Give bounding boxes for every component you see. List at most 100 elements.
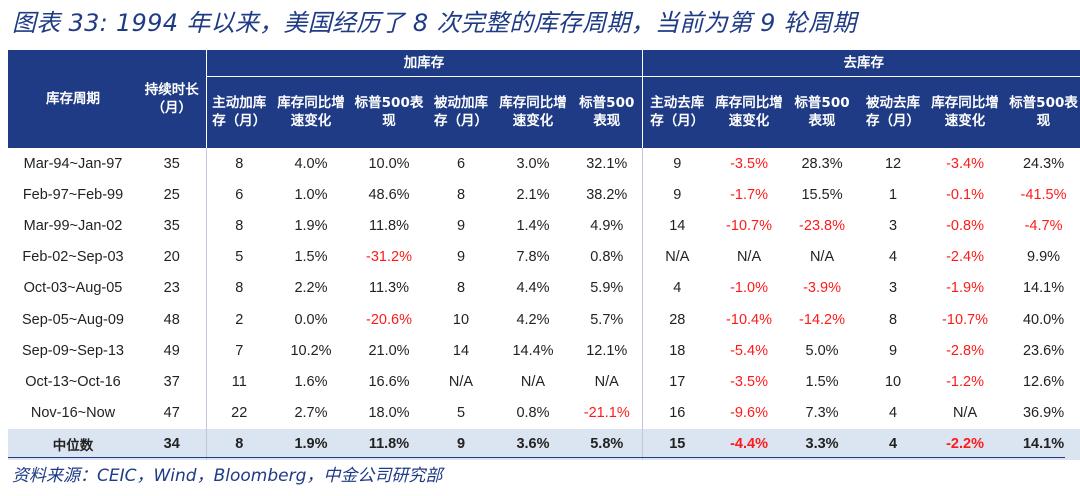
header-passive-remove: 被动去库存（月）: [858, 76, 929, 148]
table-cell: 6: [205, 179, 272, 211]
table-cell: 4.0%: [294, 155, 328, 172]
table-cell: 1.4%: [516, 217, 550, 234]
table-row: Oct-03~Aug-05 23 8 2.2% 11.3% 8 4.4% 5.9% 4 -1.0%…: [8, 272, 1080, 304]
table-cell: 8: [456, 280, 466, 297]
table-cell: 7.8%: [516, 249, 550, 266]
table-cell: 20: [163, 249, 180, 266]
table-cell: 5.7%: [590, 311, 624, 328]
table-cell: -41.5%: [1020, 186, 1067, 203]
table-cell: 32.1%: [586, 155, 628, 172]
inventory-cycle-table: 库存周期 持续时长（月） 加库存 去库存 主动加库存（月） 库存同比增速变化 标…: [8, 50, 1080, 460]
table-cell: 25: [163, 186, 180, 203]
table-cell: 0.0%: [294, 311, 328, 328]
table-cell: -4.7%: [1024, 217, 1063, 234]
table-cell: 9: [641, 179, 713, 211]
table-cell: 40.0%: [1022, 311, 1065, 328]
cycle-period-cell: Feb-97~Feb-99: [22, 186, 124, 203]
table-cell: 1.5%: [294, 249, 328, 266]
table-cell: 3.6%: [494, 428, 572, 460]
table-cell: -23.8%: [799, 217, 845, 234]
table-cell: 10.0%: [368, 155, 410, 172]
table-cell: 28: [641, 303, 713, 336]
table-cell: 9: [428, 428, 494, 460]
table-cell: -31.2%: [366, 249, 412, 266]
table-cell: 12.1%: [586, 342, 628, 359]
header-yoy-change: 库存同比增速变化: [712, 76, 787, 148]
table-cell: 8: [205, 272, 272, 304]
table-row: Nov-16~Now 47 22 2.7% 18.0% 5 0.8% -21.1% 16 -9.6…: [8, 397, 1080, 429]
table-cell: 35: [163, 217, 180, 234]
figure-title: 图表 33: 1994 年以来，美国经历了 8 次完整的库存周期，当前为第 9 …: [12, 9, 857, 37]
table-row: Mar-94~Jan-97 35 8 4.0% 10.0% 6 3.0% 32.1% 9 -3.5…: [8, 148, 1080, 180]
cycle-period-cell: Feb-02~Sep-03: [22, 249, 124, 266]
median-row: 中位数 34 8 1.9% 11.8% 9 3.6% 5.8% 15 -4.4% 3.3% 4 -2.2…: [8, 428, 1080, 460]
table-cell: 4.2%: [516, 311, 550, 328]
table-cell: -20.6%: [366, 311, 412, 328]
table-row: Feb-97~Feb-99 25 6 1.0% 48.6% 8 2.1% 38.2% 9 -1.7…: [8, 179, 1080, 211]
table-cell: -21.1%: [583, 405, 630, 422]
table-cell: 0.8%: [516, 405, 550, 422]
cycle-period-cell: Sep-09~Sep-13: [22, 342, 124, 359]
cycle-period-cell: Oct-13~Oct-16: [25, 373, 121, 390]
table-cell: 16: [641, 397, 713, 429]
table-cell: 36.9%: [1022, 405, 1065, 422]
header-yoy-change: 库存同比增速变化: [494, 76, 572, 148]
table-cell: -4.4%: [712, 428, 787, 460]
table-cell: 14.4%: [512, 342, 554, 359]
table-cell: 11.8%: [350, 428, 428, 460]
table-cell: 8: [205, 428, 272, 460]
table-cell: 14.1%: [1002, 428, 1080, 460]
table-cell: 48.6%: [368, 186, 410, 203]
table-cell: 1.6%: [294, 373, 328, 390]
table-cell: 0.8%: [590, 249, 624, 266]
table-cell: 8: [205, 210, 272, 242]
table-cell: 10: [452, 311, 470, 328]
header-group-remove: 去库存: [641, 50, 1080, 77]
table-cell: -14.2%: [799, 311, 845, 328]
table-row: Feb-02~Sep-03 20 5 1.5% -31.2% 9 7.8% 0.8% N/A N/…: [8, 241, 1080, 273]
table-cell: 34: [138, 428, 206, 460]
table-cell: 49: [163, 342, 180, 359]
table-cell: -1.9%: [946, 280, 984, 297]
header-sp500: 标普500表现: [1002, 76, 1080, 148]
inventory-cycle-table-wrap: 库存周期 持续时长（月） 加库存 去库存 主动加库存（月） 库存同比增速变化 标…: [8, 50, 1080, 460]
header-yoy-change: 库存同比增速变化: [928, 76, 1003, 148]
table-cell: 4.9%: [590, 217, 624, 234]
table-cell: 4.4%: [516, 280, 550, 297]
table-cell: 11.8%: [368, 217, 410, 234]
table-cell: 2.7%: [294, 405, 328, 422]
table-cell: 4: [888, 405, 898, 422]
table-cell: 5: [205, 241, 272, 273]
header-active-add: 主动加库存（月）: [205, 76, 272, 148]
table-cell: 4: [641, 272, 713, 304]
table-cell: -2.8%: [946, 342, 984, 359]
table-cell: 14.1%: [1022, 280, 1065, 297]
header-cycle: 库存周期: [8, 50, 138, 148]
header-group-add: 加库存: [205, 50, 643, 77]
header-duration: 持续时长（月）: [138, 50, 206, 148]
table-body: Mar-94~Jan-97 35 8 4.0% 10.0% 6 3.0% 32.1% 9 -3.5…: [8, 148, 1080, 460]
table-cell: 22: [205, 397, 272, 429]
table-cell: 18: [641, 335, 713, 367]
table-cell: 12: [884, 155, 902, 172]
table-cell: 1.5%: [805, 373, 839, 390]
table-cell: -3.9%: [803, 280, 841, 297]
table-cell: 5.8%: [572, 428, 643, 460]
table-cell: 24.3%: [1022, 155, 1065, 172]
table-cell: 8: [888, 311, 898, 328]
table-cell: -0.8%: [946, 217, 984, 234]
table-cell: 2.1%: [516, 186, 550, 203]
table-row: Oct-13~Oct-16 37 11 1.6% 16.6% N/A N/A N/A 17 -3.…: [8, 366, 1080, 398]
table-cell: 28.3%: [801, 155, 843, 172]
cycle-period-cell: Oct-03~Aug-05: [23, 280, 123, 297]
table-cell: 7: [205, 335, 272, 367]
median-label: 中位数: [8, 428, 138, 460]
table-cell: 9: [888, 342, 898, 359]
table-cell: 4: [888, 249, 898, 266]
table-row: Mar-99~Jan-02 35 8 1.9% 11.8% 9 1.4% 4.9% 14 -10.…: [8, 210, 1080, 242]
table-cell: -10.4%: [726, 311, 772, 328]
table-cell: 8: [456, 186, 466, 203]
table-cell: 48: [163, 311, 180, 328]
table-cell: N/A: [520, 373, 546, 390]
table-cell: 5.9%: [590, 280, 624, 297]
